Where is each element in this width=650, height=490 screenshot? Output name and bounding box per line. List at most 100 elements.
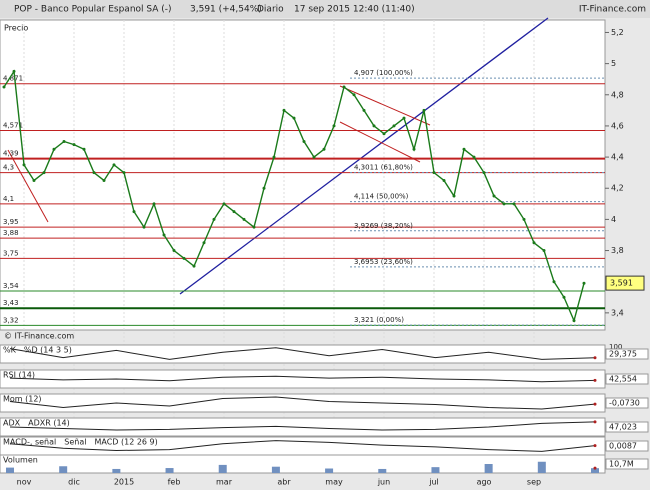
indicator-line — [9, 375, 596, 383]
volume-bar — [484, 464, 493, 473]
price-point — [62, 140, 66, 144]
fib-label: 4,907 (100,00%) — [354, 69, 413, 77]
volume-bar — [112, 468, 121, 473]
indicator-line — [9, 396, 596, 410]
price-point — [12, 69, 16, 73]
price-point — [172, 249, 176, 253]
header-bar — [0, 0, 650, 18]
x-tick-label: 2015 — [114, 478, 134, 487]
price-point — [162, 233, 166, 237]
channel-line — [339, 121, 421, 163]
panel-value: 42,554 — [609, 375, 637, 384]
indicator-line — [9, 347, 596, 360]
price-point — [332, 124, 336, 128]
panel-label: Volumen — [3, 456, 38, 465]
panel-value: 29,375 — [609, 350, 637, 359]
copyright: © IT-Finance.com — [4, 332, 74, 341]
price-point — [522, 217, 526, 221]
level-label: 4,3 — [3, 164, 14, 172]
fib-label: 4,114 (50,00%) — [354, 193, 409, 201]
panel — [0, 393, 606, 413]
price-point — [372, 124, 376, 128]
price-point — [252, 225, 256, 229]
price-point — [392, 124, 396, 128]
level-label: 3,43 — [3, 299, 19, 307]
x-tick-label: may — [325, 478, 343, 487]
level-label: 4,871 — [3, 75, 23, 83]
panel — [0, 344, 606, 364]
price-point — [482, 171, 486, 175]
price-point — [102, 178, 106, 182]
y-tick-label: 3,8 — [611, 246, 624, 255]
fib-label: 4,3011 (61,80%) — [354, 163, 413, 171]
price-point — [432, 171, 436, 175]
price-point — [582, 281, 586, 285]
indicator-line — [9, 440, 596, 452]
panel-value: 47,023 — [609, 423, 637, 432]
x-tick-label: feb — [168, 478, 181, 487]
price-point — [272, 155, 276, 159]
price-point — [152, 202, 156, 206]
price-point — [112, 163, 116, 167]
price-point — [52, 147, 56, 151]
price-point — [42, 171, 46, 175]
trend-line — [179, 17, 549, 295]
volume-bar — [591, 468, 599, 473]
level-label: 4,1 — [3, 195, 14, 203]
price-point — [132, 210, 136, 214]
current-price-box — [605, 275, 645, 291]
price-point — [572, 319, 576, 323]
price-point — [452, 194, 456, 198]
panel-last-point — [593, 356, 597, 360]
price-point — [222, 202, 226, 206]
panel-label: MACD (12 26 9) — [94, 438, 157, 447]
panel-value-box — [605, 397, 649, 409]
price-point — [302, 140, 306, 144]
brand: IT-Finance.com — [579, 5, 646, 15]
price-point — [472, 155, 476, 159]
panel-value-box — [605, 440, 649, 452]
price: 3,591 (+4,54%) — [190, 5, 262, 15]
price-point — [242, 217, 246, 221]
price-point — [312, 155, 316, 159]
price-point — [2, 85, 6, 89]
price-point — [462, 147, 466, 151]
panel-last-point — [593, 466, 597, 470]
price-point — [542, 249, 546, 253]
symbol: POP - Banco Popular Espanol SA (-) — [14, 5, 172, 15]
price-point — [422, 108, 426, 112]
price-point — [282, 108, 286, 112]
volume-bar — [537, 461, 546, 473]
volume-bar — [59, 466, 68, 473]
y-tick-label: 5 — [611, 59, 616, 68]
price-point — [232, 210, 236, 214]
price-area — [0, 19, 606, 331]
y-tick-label: 4,6 — [611, 121, 624, 130]
indicator-line — [9, 421, 596, 431]
level-label: 3,88 — [3, 229, 19, 237]
volume-bar — [6, 467, 14, 473]
level-label: 3,75 — [3, 249, 19, 257]
panel-value-box — [605, 373, 649, 385]
volume-bar — [218, 464, 227, 473]
level-label: 4,39 — [3, 150, 19, 158]
panel-value: -0,0730 — [609, 399, 640, 408]
x-tick-label: dic — [68, 478, 80, 487]
volume-bar — [271, 466, 280, 473]
price-point — [492, 194, 496, 198]
panel-value: 10,7M — [609, 460, 634, 469]
panel-last-point — [593, 420, 597, 424]
panel-value-box — [605, 348, 649, 360]
price-point — [402, 116, 406, 120]
x-tick-label: sep — [527, 478, 541, 487]
panel — [0, 436, 606, 456]
price-point — [382, 132, 386, 136]
level-label: 4,571 — [3, 121, 23, 129]
level-label: 3,95 — [3, 218, 19, 226]
price-point — [122, 171, 126, 175]
x-tick-label: abr — [277, 478, 291, 487]
price-point — [32, 178, 36, 182]
price-point — [412, 147, 416, 151]
price-point — [362, 108, 366, 112]
